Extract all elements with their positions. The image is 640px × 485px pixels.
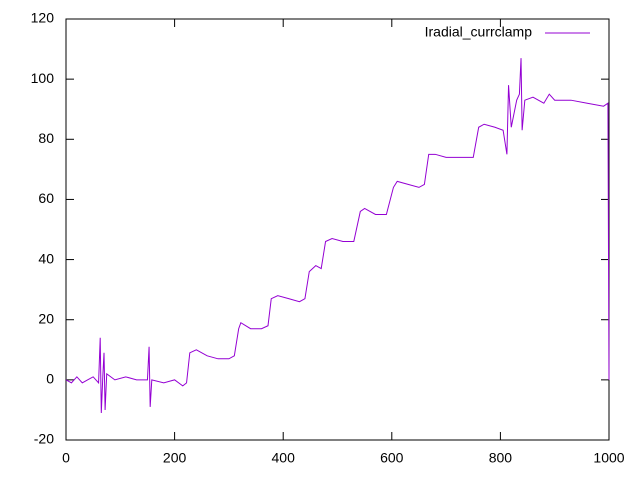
plot-border bbox=[65, 18, 610, 441]
x-tick-label: 1000 bbox=[593, 450, 624, 466]
y-tick-label: 20 bbox=[38, 310, 54, 326]
x-tick-label: 800 bbox=[489, 450, 513, 466]
y-tick-label: 100 bbox=[31, 70, 55, 86]
y-tick-label: 120 bbox=[31, 10, 55, 26]
y-tick-label: 80 bbox=[38, 130, 54, 146]
legend-label: Iradial_currclamp bbox=[425, 24, 533, 40]
y-tick-label: -20 bbox=[34, 431, 54, 447]
x-tick-label: 200 bbox=[163, 450, 187, 466]
x-tick-label: 400 bbox=[272, 450, 296, 466]
x-tick-label: 600 bbox=[380, 450, 404, 466]
x-tick-label: 0 bbox=[62, 450, 70, 466]
y-tick-label: 40 bbox=[38, 250, 54, 266]
data-line bbox=[65, 58, 610, 413]
y-tick-label: 60 bbox=[38, 190, 54, 206]
y-tick-label: 0 bbox=[46, 371, 54, 387]
